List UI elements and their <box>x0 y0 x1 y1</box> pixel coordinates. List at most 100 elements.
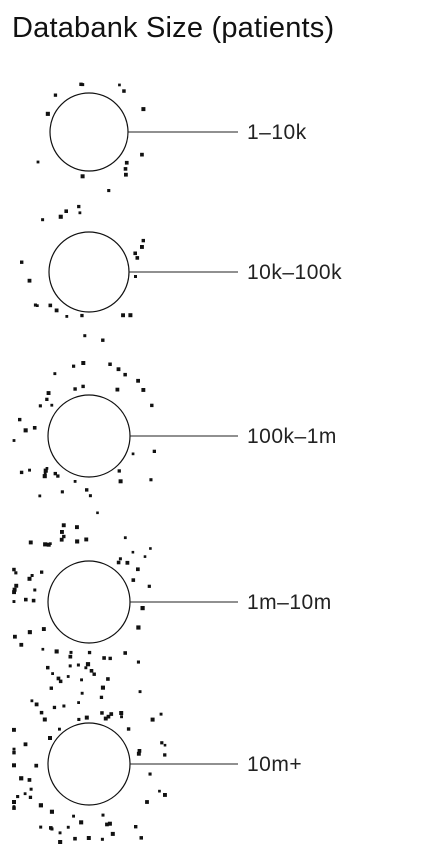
particle-dot <box>89 669 94 673</box>
particle-dot <box>152 449 156 453</box>
databank-circle <box>48 231 130 313</box>
particle-dot <box>27 630 32 635</box>
particle-dot <box>100 685 105 690</box>
particle-dot <box>81 384 85 389</box>
particle-dot <box>43 542 48 547</box>
particle-dot <box>49 809 54 814</box>
particle-dot <box>116 367 121 372</box>
particle-dot <box>81 361 86 365</box>
particle-dot <box>27 576 32 581</box>
tier-label: 100k–1m <box>247 425 337 448</box>
particle-dot <box>38 803 43 808</box>
particle-dot <box>77 701 80 704</box>
particle-dot <box>43 468 48 473</box>
particle-dot <box>159 712 163 716</box>
tier-label: 1m–10m <box>247 591 332 614</box>
particle-cloud <box>12 361 156 515</box>
particle-dot <box>28 468 31 472</box>
databank-circle <box>47 722 131 806</box>
particle-cloud <box>36 82 146 193</box>
particle-dot <box>80 691 84 695</box>
particle-dot <box>65 315 69 318</box>
particle-dot <box>137 749 142 753</box>
particle-dot <box>23 792 27 796</box>
particle-dot <box>107 821 112 826</box>
particle-cloud <box>12 523 152 684</box>
legend-tier-2: 10k–100k <box>20 204 342 342</box>
particle-dot <box>64 209 68 213</box>
particle-dot <box>136 567 140 572</box>
particle-dot <box>141 238 145 243</box>
particle-dot <box>100 711 104 715</box>
particle-dot <box>38 494 42 498</box>
particle-dot <box>12 800 16 804</box>
particle-dot <box>160 741 164 745</box>
particle-dot <box>27 778 32 782</box>
particle-dot <box>46 542 51 547</box>
particle-dot <box>78 211 82 215</box>
particle-dot <box>53 471 57 476</box>
particle-dot <box>80 174 85 179</box>
particle-dot <box>56 474 60 478</box>
particle-dot <box>76 663 80 667</box>
particle-dot <box>28 795 33 799</box>
particle-dot <box>34 702 39 707</box>
particle-dot <box>140 245 144 249</box>
particle-dot <box>141 388 146 392</box>
particle-dot <box>149 547 152 550</box>
particle-dot <box>84 537 89 542</box>
particle-dot <box>36 160 40 164</box>
particle-dot <box>148 772 152 776</box>
particle-dot <box>125 560 130 565</box>
particle-dot <box>40 570 44 574</box>
particle-dot <box>16 795 20 799</box>
particle-dot <box>66 675 70 678</box>
particle-dot <box>42 717 47 722</box>
particle-dot <box>131 550 135 554</box>
particle-dot <box>45 111 50 116</box>
particle-dot <box>99 695 104 699</box>
particle-dot <box>108 656 112 661</box>
particle-dot <box>81 83 85 87</box>
particle-dot <box>136 378 140 383</box>
particle-dot <box>163 743 167 747</box>
particle-dot <box>124 160 129 165</box>
particle-dot <box>123 167 128 171</box>
particle-dot <box>136 625 141 630</box>
particle-dot <box>27 278 32 283</box>
particle-dot <box>138 690 142 694</box>
particle-dot <box>58 214 63 219</box>
particle-dot <box>119 711 124 715</box>
legend-tier-3: 100k–1m <box>12 361 337 515</box>
particle-dot <box>32 426 37 430</box>
particle-dot <box>52 705 57 710</box>
particle-dot <box>118 479 123 484</box>
particle-dot <box>123 372 127 377</box>
particle-dot <box>49 686 53 690</box>
particle-dot <box>136 660 140 664</box>
particle-dot <box>80 313 84 318</box>
particle-dot <box>85 488 89 492</box>
particle-dot <box>59 537 64 542</box>
particle-dot <box>28 540 33 545</box>
databank-circle <box>47 394 131 478</box>
particle-dot <box>23 428 28 433</box>
particle-dot <box>102 656 106 660</box>
particle-dot <box>123 651 127 655</box>
particle-dot <box>19 642 24 647</box>
particle-dot <box>58 727 61 731</box>
particle-dot <box>88 494 92 498</box>
particle-dot <box>56 676 61 681</box>
particle-dot <box>48 303 53 308</box>
databank-circle <box>47 560 131 644</box>
particle-dot <box>84 715 89 720</box>
particle-dot <box>60 490 64 494</box>
particle-dot <box>116 560 121 565</box>
particle-dot <box>58 840 63 844</box>
particle-dot <box>123 536 127 540</box>
particle-dot <box>62 704 66 708</box>
particle-dot <box>75 525 79 530</box>
particle-dot <box>77 204 81 209</box>
particle-dot <box>128 313 133 318</box>
particle-cloud <box>20 204 145 342</box>
